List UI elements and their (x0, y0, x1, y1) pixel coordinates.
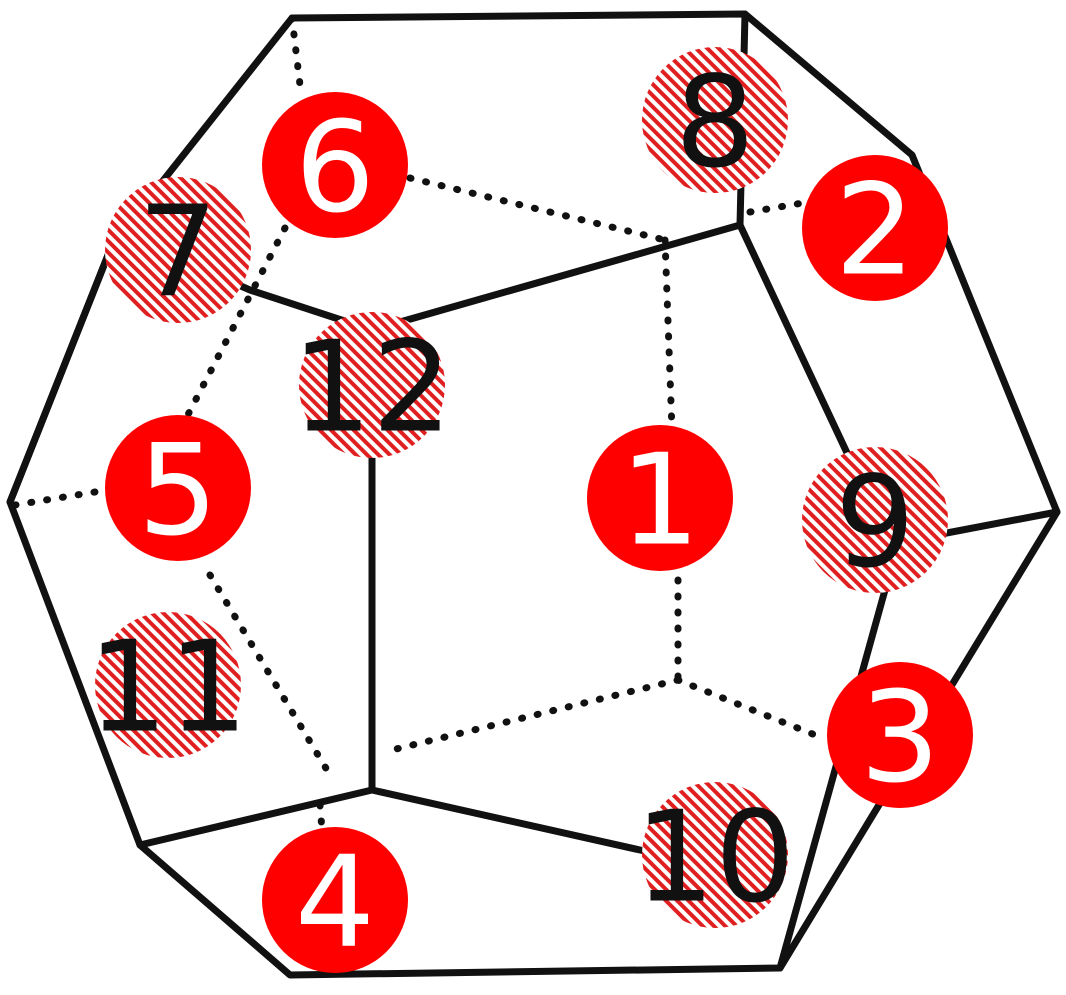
face-3-marker (827, 662, 973, 808)
face-11-marker (95, 612, 241, 758)
face-4-label: 4 (262, 827, 408, 976)
hidden-8-2 (746, 196, 824, 216)
face-6-label: 6 (262, 92, 408, 241)
hidden-left-lower (206, 571, 334, 779)
hidden-5-left (11, 488, 99, 509)
face-6-number: 6 (295, 94, 375, 241)
face-4-marker (262, 827, 408, 973)
face-10-marker (642, 782, 788, 928)
face-9-number: 9 (835, 449, 915, 596)
face-7-number: 7 (138, 179, 218, 326)
face-3-number: 3 (860, 664, 940, 811)
face-12-marker (299, 312, 445, 458)
face-5-marker (105, 415, 251, 561)
face-11-label: 11 (88, 612, 248, 761)
face-2-marker (802, 155, 948, 301)
face-4-number: 4 (295, 829, 375, 976)
face-6-marker (262, 92, 408, 238)
face-8-number: 8 (675, 49, 755, 196)
edge-9-down (776, 586, 889, 972)
face-9-marker (802, 447, 948, 593)
face-5-number: 5 (138, 417, 218, 564)
edge-12-8 (368, 221, 744, 334)
face-3-label: 3 (827, 662, 973, 811)
hidden-top-left (288, 14, 304, 89)
face-10-number: 10 (635, 784, 795, 931)
hidden-center-vertical (661, 236, 676, 434)
face-12-label: 12 (292, 312, 452, 461)
face-11-number: 11 (88, 614, 248, 761)
face-5-label: 5 (105, 415, 251, 564)
face-1-marker (587, 425, 733, 571)
hidden-to-4 (316, 801, 326, 834)
edge-left-top (6, 241, 116, 506)
face-8-marker (642, 47, 788, 193)
face-12-number: 12 (292, 314, 452, 461)
hidden-center-to-3 (674, 676, 819, 739)
face-2-number: 2 (835, 157, 915, 304)
face-7-label: 7 (105, 177, 251, 326)
hidden-edges (11, 14, 824, 834)
hidden-left-upper (176, 224, 289, 434)
hidden-center-to-left (388, 676, 682, 754)
hidden-top-center (406, 174, 669, 244)
face-1-number: 1 (620, 427, 700, 574)
face-9-label: 9 (802, 447, 948, 596)
face-1-label: 1 (587, 425, 733, 574)
face-8-label: 8 (642, 47, 788, 196)
edge-bottom-left (136, 786, 376, 849)
face-10-label: 10 (635, 782, 795, 931)
face-7-marker (105, 177, 251, 323)
face-2-label: 2 (802, 155, 948, 304)
